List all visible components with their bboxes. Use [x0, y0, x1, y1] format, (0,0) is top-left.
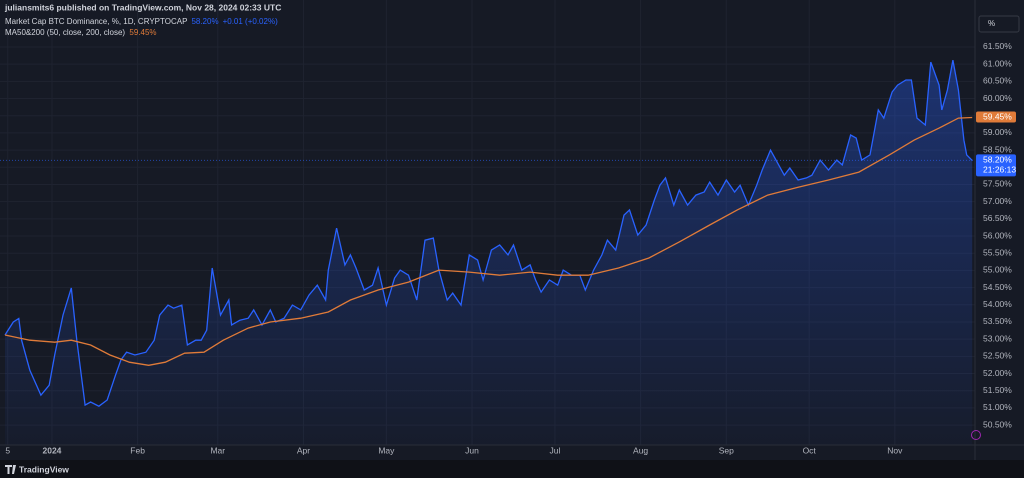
area — [5, 60, 973, 445]
scale-button[interactable] — [978, 15, 1020, 33]
x-tick-label: Jul — [549, 445, 560, 455]
y-tick-label: 55.00% — [983, 265, 1012, 275]
y-tick-label: 56.00% — [983, 230, 1012, 240]
y-tick-label: 56.50% — [983, 213, 1012, 223]
y-tick-label: 53.00% — [983, 333, 1012, 343]
x-tick-label: Apr — [297, 445, 310, 455]
plot-area — [0, 59, 975, 445]
countdown: 21:26:13 — [983, 165, 1016, 175]
y-tick-label: 57.00% — [983, 196, 1012, 206]
y-tick-label: 50.50% — [983, 419, 1012, 429]
y-tick-label: 59.00% — [983, 127, 1012, 137]
publisher: juliansmits6 published on TradingView.co… — [4, 2, 281, 12]
y-tick-label: 52.00% — [983, 368, 1012, 378]
y-tick-label: 60.50% — [983, 76, 1012, 86]
price-badge-label: 59.45% — [983, 112, 1012, 122]
y-tick-label: 51.00% — [983, 402, 1012, 412]
y-tick-label: 60.00% — [983, 93, 1012, 103]
brand-logo — [5, 465, 16, 474]
brand: TradingView — [19, 464, 69, 474]
scale-button-label[interactable]: % — [988, 19, 995, 28]
legend-value: 59.45% — [129, 28, 156, 37]
legend-name: MA50&200 (50, close, 200, close) — [5, 28, 125, 37]
y-tick-label: 54.00% — [983, 299, 1012, 309]
x-tick-label: 2024 — [42, 445, 61, 455]
y-tick-label: 51.50% — [983, 385, 1012, 395]
price-badge — [976, 111, 1016, 123]
line — [4, 59, 973, 407]
legend-change: +0.01 (+0.02%) — [223, 17, 278, 26]
y-tick-label: 54.50% — [983, 282, 1012, 292]
legend-value: 58.20% — [191, 17, 218, 26]
x-tick-label: Aug — [633, 445, 648, 455]
x-tick-label: Feb — [130, 445, 145, 455]
legend-name: Market Cap BTC Dominance, %, 1D, CRYPTOC… — [5, 17, 187, 26]
y-tick-label: 52.50% — [983, 351, 1012, 361]
x-tick-label: Nov — [887, 445, 903, 455]
x-tick-label: Sep — [719, 445, 734, 455]
x-tick-label: May — [378, 445, 395, 455]
legend: Market Cap BTC Dominance, %, 1D, CRYPTOC… — [5, 17, 278, 37]
y-tick-label: 55.50% — [983, 247, 1012, 257]
y-tick-label: 58.50% — [983, 144, 1012, 154]
y-tick-label: 53.50% — [983, 316, 1012, 326]
x-tick-label: Mar — [210, 445, 225, 455]
x-tick-label: Oct — [803, 445, 817, 455]
price-badge-label: 58.20% — [983, 155, 1012, 165]
line — [4, 116, 973, 366]
y-tick-label: 61.50% — [983, 41, 1012, 51]
footer — [0, 460, 1024, 478]
x-tick-label: 5 — [5, 445, 10, 455]
price-badge — [976, 154, 1016, 177]
event-icon[interactable] — [971, 430, 981, 440]
y-tick-label: 61.00% — [983, 58, 1012, 68]
y-tick-label: 57.50% — [983, 179, 1012, 189]
x-tick-label: Jun — [465, 445, 479, 455]
axes: 50.50% 51.00% 51.50% 52.00% 52.50% 53.00% 53.5… — [5, 41, 1016, 455]
